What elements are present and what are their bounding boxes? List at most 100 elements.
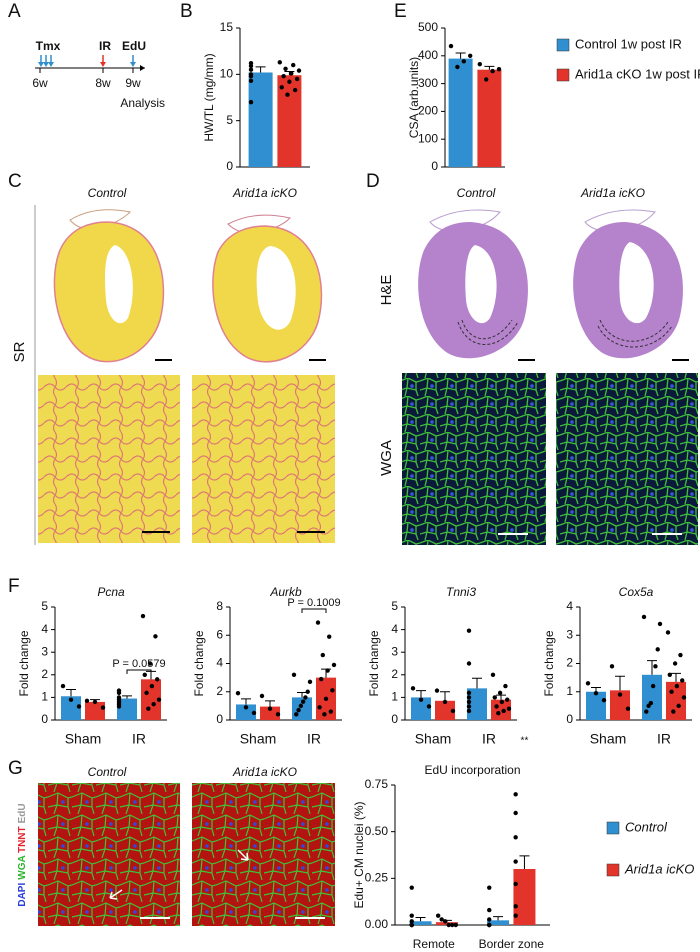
column-title: Control: [88, 765, 127, 779]
data-point: [490, 672, 496, 677]
y-axis-label: Fold change: [192, 630, 206, 696]
wga-icko: [556, 373, 698, 545]
data-point: [281, 73, 286, 79]
y-axis-label: Fold change: [17, 630, 31, 696]
data-point: [248, 99, 254, 105]
legend-label: Arid1a cKO 1w post IR: [575, 66, 700, 81]
data-point: [409, 919, 414, 924]
bar: [435, 700, 455, 720]
bar: [141, 679, 161, 720]
annotation: P = 0.0579: [112, 658, 165, 670]
y-tick-label: 2: [566, 656, 573, 670]
data-point: [466, 661, 472, 666]
x-tick-label: IR: [132, 731, 146, 747]
y-axis-label: CSA (arb.units): [407, 57, 421, 138]
data-point: [669, 689, 674, 694]
data-point: [325, 668, 330, 673]
data-point: [327, 634, 332, 639]
x-tick-label: Remote: [413, 937, 455, 951]
error-bar: [496, 694, 506, 700]
data-point: [146, 706, 151, 711]
data-point: [305, 689, 310, 694]
panel-label: B: [180, 1, 193, 22]
error-bar: [241, 698, 251, 705]
timeline-tick-label: 6w: [32, 76, 48, 90]
y-tick-label: 1: [391, 690, 398, 704]
data-point: [453, 922, 458, 928]
treatment-arrowhead: [43, 62, 49, 67]
data-point: [644, 709, 649, 714]
y-tick-label: 5: [41, 599, 48, 613]
y-tick-label: 4: [41, 622, 48, 636]
x-tick-label: Border zone: [479, 937, 545, 951]
data-point: [294, 76, 300, 82]
chart-title: Cox5a: [619, 585, 654, 599]
data-point: [294, 712, 299, 717]
error-bar: [647, 660, 657, 675]
data-point: [76, 704, 82, 709]
legend-swatch: [606, 863, 620, 877]
data-point: [156, 697, 162, 702]
data-point: [68, 697, 74, 702]
data-point: [275, 712, 281, 717]
x-tick-label: IR: [482, 731, 496, 747]
data-point: [461, 59, 466, 64]
data-point: [650, 683, 656, 689]
column-title: Arid1a icKO: [232, 765, 297, 779]
legend-swatch: [556, 68, 570, 82]
y-tick-label: 400: [418, 48, 438, 62]
arrow: [109, 889, 123, 900]
data-point: [296, 707, 301, 713]
y-tick-label: 0: [216, 712, 223, 726]
stain-word: WGA: [17, 856, 28, 880]
data-point: [655, 647, 660, 652]
data-point: [409, 922, 414, 928]
data-point: [617, 692, 623, 697]
data-point: [646, 703, 651, 709]
bar: [610, 690, 630, 720]
data-point: [248, 67, 254, 72]
y-tick-label: 0: [431, 159, 438, 173]
data-point: [442, 919, 448, 924]
y-tick-label: 0.75: [365, 777, 389, 791]
data-point: [450, 708, 456, 714]
error-bar: [615, 675, 625, 691]
wga-control: [402, 373, 546, 545]
data-point: [499, 699, 505, 705]
sr-heart-icko: [212, 214, 326, 363]
y-tick-label: 0: [41, 712, 48, 726]
error-bar: [455, 52, 466, 59]
data-point: [665, 630, 671, 635]
panel-label: C: [8, 171, 22, 192]
data-point: [248, 78, 254, 84]
annotation: **: [521, 736, 529, 747]
y-tick-label: 100: [418, 131, 438, 145]
data-point: [147, 661, 153, 666]
data-point: [292, 87, 298, 93]
data-point: [671, 709, 676, 714]
data-point: [496, 711, 501, 716]
error-bar: [122, 695, 132, 699]
data-point: [259, 693, 265, 699]
bar: [411, 697, 431, 720]
data-point: [251, 710, 257, 716]
chart-title: Pcna: [97, 585, 125, 599]
data-point: [243, 705, 249, 710]
data-point: [116, 690, 122, 696]
error-bar: [297, 691, 307, 698]
data-point: [466, 690, 472, 696]
error-bar: [671, 672, 681, 682]
data-point: [466, 704, 472, 709]
data-point: [513, 859, 518, 864]
x-tick-label: Sham: [240, 731, 277, 747]
data-point: [450, 922, 455, 928]
y-tick-label: 0.50: [365, 824, 389, 838]
data-point: [487, 922, 492, 928]
timeline-end-label: Analysis: [120, 96, 165, 110]
sr-heart-control: [53, 209, 172, 363]
data-point: [300, 699, 306, 704]
data-point: [410, 686, 416, 691]
data-point: [317, 705, 322, 710]
data-point: [298, 703, 304, 709]
data-point: [248, 63, 254, 69]
